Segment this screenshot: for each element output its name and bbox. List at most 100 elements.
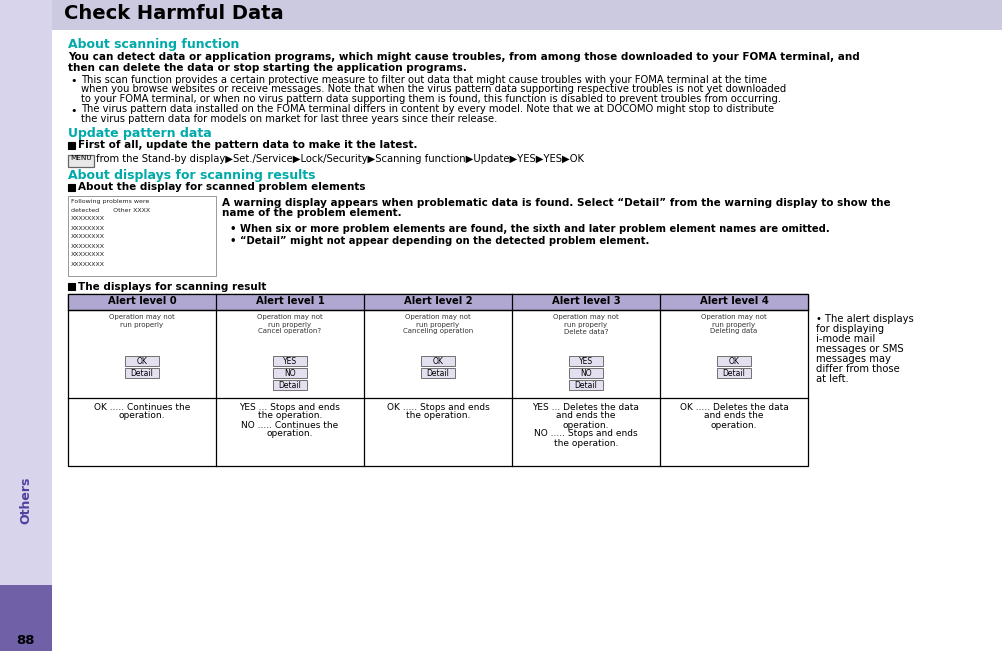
Text: run properly: run properly bbox=[269, 322, 312, 327]
Text: About displays for scanning results: About displays for scanning results bbox=[68, 169, 316, 182]
Text: run properly: run properly bbox=[711, 322, 755, 327]
Text: at left.: at left. bbox=[816, 374, 848, 385]
Text: Detail: Detail bbox=[279, 381, 302, 390]
Text: Others: Others bbox=[19, 477, 32, 523]
Text: the operation.: the operation. bbox=[553, 439, 617, 447]
Bar bbox=[68, 294, 808, 465]
Text: Update pattern data: Update pattern data bbox=[68, 128, 211, 141]
Text: The virus pattern data installed on the FOMA terminal differs in content by ever: The virus pattern data installed on the … bbox=[81, 105, 774, 115]
Text: operation.: operation. bbox=[562, 421, 608, 430]
Text: About scanning function: About scanning function bbox=[68, 38, 239, 51]
Text: run properly: run properly bbox=[564, 322, 607, 327]
Text: to your FOMA terminal, or when no virus pattern data supporting them is found, t: to your FOMA terminal, or when no virus … bbox=[81, 94, 781, 104]
Text: OK ..... Continues the: OK ..... Continues the bbox=[94, 402, 190, 411]
Bar bbox=[0, 585, 52, 651]
Bar bbox=[568, 355, 602, 365]
Text: The displays for scanning result: The displays for scanning result bbox=[78, 281, 267, 292]
Bar bbox=[125, 355, 159, 365]
Text: YES: YES bbox=[283, 357, 297, 366]
Text: and ends the: and ends the bbox=[556, 411, 615, 421]
Text: You can detect data or application programs, which might cause troubles, from am: You can detect data or application progr… bbox=[68, 52, 859, 62]
Text: XXXXXXXX: XXXXXXXX bbox=[71, 253, 105, 258]
Text: operation.: operation. bbox=[118, 411, 165, 421]
Text: when you browse websites or receive messages. Note that when the virus pattern d: when you browse websites or receive mess… bbox=[81, 85, 786, 94]
Text: then can delete the data or stop starting the application programs.: then can delete the data or stop startin… bbox=[68, 63, 466, 73]
Text: Canceling operation: Canceling operation bbox=[403, 329, 473, 335]
Bar bbox=[125, 368, 159, 378]
Text: Operation may not: Operation may not bbox=[552, 314, 618, 320]
Text: • The alert displays: • The alert displays bbox=[816, 314, 913, 324]
Text: operation.: operation. bbox=[710, 421, 757, 430]
Text: YES ... Deletes the data: YES ... Deletes the data bbox=[532, 402, 639, 411]
Text: XXXXXXXX: XXXXXXXX bbox=[71, 217, 105, 221]
Text: YES ... Stops and ends: YES ... Stops and ends bbox=[239, 402, 340, 411]
Text: Alert level 3: Alert level 3 bbox=[551, 296, 619, 307]
Text: Following problems were: Following problems were bbox=[71, 199, 149, 204]
Text: name of the problem element.: name of the problem element. bbox=[221, 208, 401, 219]
Text: messages or SMS: messages or SMS bbox=[816, 344, 903, 355]
Bar bbox=[421, 355, 455, 365]
Text: Alert level 0: Alert level 0 bbox=[107, 296, 176, 307]
Text: NO: NO bbox=[284, 369, 296, 378]
Text: OK ..... Stops and ends: OK ..... Stops and ends bbox=[386, 402, 489, 411]
Text: About the display for scanned problem elements: About the display for scanned problem el… bbox=[78, 182, 365, 193]
Bar bbox=[68, 184, 75, 191]
Bar bbox=[52, 0, 1002, 30]
Text: XXXXXXXX: XXXXXXXX bbox=[71, 243, 105, 249]
Bar bbox=[273, 355, 307, 365]
Text: OK: OK bbox=[727, 357, 738, 366]
Text: • When six or more problem elements are found, the sixth and later problem eleme: • When six or more problem elements are … bbox=[229, 223, 829, 234]
Bar bbox=[68, 294, 808, 309]
Text: and ends the: and ends the bbox=[703, 411, 763, 421]
Bar bbox=[273, 380, 307, 389]
Text: messages may: messages may bbox=[816, 355, 890, 365]
Bar bbox=[68, 283, 75, 290]
Text: NO ..... Stops and ends: NO ..... Stops and ends bbox=[534, 430, 637, 439]
Text: First of all, update the pattern data to make it the latest.: First of all, update the pattern data to… bbox=[78, 141, 417, 150]
Text: XXXXXXXX: XXXXXXXX bbox=[71, 262, 105, 266]
Text: A warning display appears when problematic data is found. Select “Detail” from t: A warning display appears when problemat… bbox=[221, 197, 890, 208]
Text: This scan function provides a certain protective measure to filter out data that: This scan function provides a certain pr… bbox=[81, 75, 767, 85]
Bar bbox=[716, 368, 750, 378]
Text: Detail: Detail bbox=[574, 381, 597, 390]
Text: Alert level 1: Alert level 1 bbox=[256, 296, 324, 307]
Text: • “Detail” might not appear depending on the detected problem element.: • “Detail” might not appear depending on… bbox=[229, 236, 648, 245]
Bar bbox=[568, 380, 602, 389]
Text: Operation may not: Operation may not bbox=[109, 314, 174, 320]
Text: OK: OK bbox=[136, 357, 147, 366]
Text: YES: YES bbox=[578, 357, 592, 366]
Text: MENU: MENU bbox=[70, 156, 92, 161]
Text: Deleting data: Deleting data bbox=[709, 329, 757, 335]
Text: Detail: Detail bbox=[130, 369, 153, 378]
Text: Operation may not: Operation may not bbox=[700, 314, 767, 320]
Text: run properly: run properly bbox=[416, 322, 459, 327]
Text: XXXXXXXX: XXXXXXXX bbox=[71, 225, 105, 230]
Text: the virus pattern data for models on market for last three years since their rel: the virus pattern data for models on mar… bbox=[81, 114, 497, 124]
Text: Alert level 4: Alert level 4 bbox=[698, 296, 768, 307]
Text: Alert level 2: Alert level 2 bbox=[403, 296, 472, 307]
Text: OK: OK bbox=[432, 357, 443, 366]
Text: from the Stand-by display▶Set./Service▶Lock/Security▶Scanning function▶Update▶YE: from the Stand-by display▶Set./Service▶L… bbox=[96, 154, 583, 163]
Text: •: • bbox=[70, 76, 76, 86]
Bar bbox=[716, 355, 750, 365]
Text: Operation may not: Operation may not bbox=[257, 314, 323, 320]
Bar bbox=[421, 368, 455, 378]
Text: for displaying: for displaying bbox=[816, 324, 883, 335]
Text: run properly: run properly bbox=[120, 322, 163, 327]
Text: Check Harmful Data: Check Harmful Data bbox=[64, 4, 284, 23]
Bar bbox=[273, 368, 307, 378]
Text: •: • bbox=[70, 105, 76, 115]
Text: Delete data?: Delete data? bbox=[563, 329, 607, 335]
Text: XXXXXXXX: XXXXXXXX bbox=[71, 234, 105, 240]
Text: differ from those: differ from those bbox=[816, 365, 899, 374]
Text: i-mode mail: i-mode mail bbox=[816, 335, 875, 344]
Bar bbox=[68, 154, 94, 167]
Bar bbox=[68, 141, 75, 148]
Bar bbox=[68, 195, 215, 275]
Text: Operation may not: Operation may not bbox=[405, 314, 470, 320]
Text: NO ..... Continues the: NO ..... Continues the bbox=[241, 421, 339, 430]
Text: detected       Other XXXX: detected Other XXXX bbox=[71, 208, 150, 212]
Text: Cancel operation?: Cancel operation? bbox=[259, 329, 322, 335]
Text: 88: 88 bbox=[17, 633, 35, 646]
Text: Detail: Detail bbox=[426, 369, 449, 378]
